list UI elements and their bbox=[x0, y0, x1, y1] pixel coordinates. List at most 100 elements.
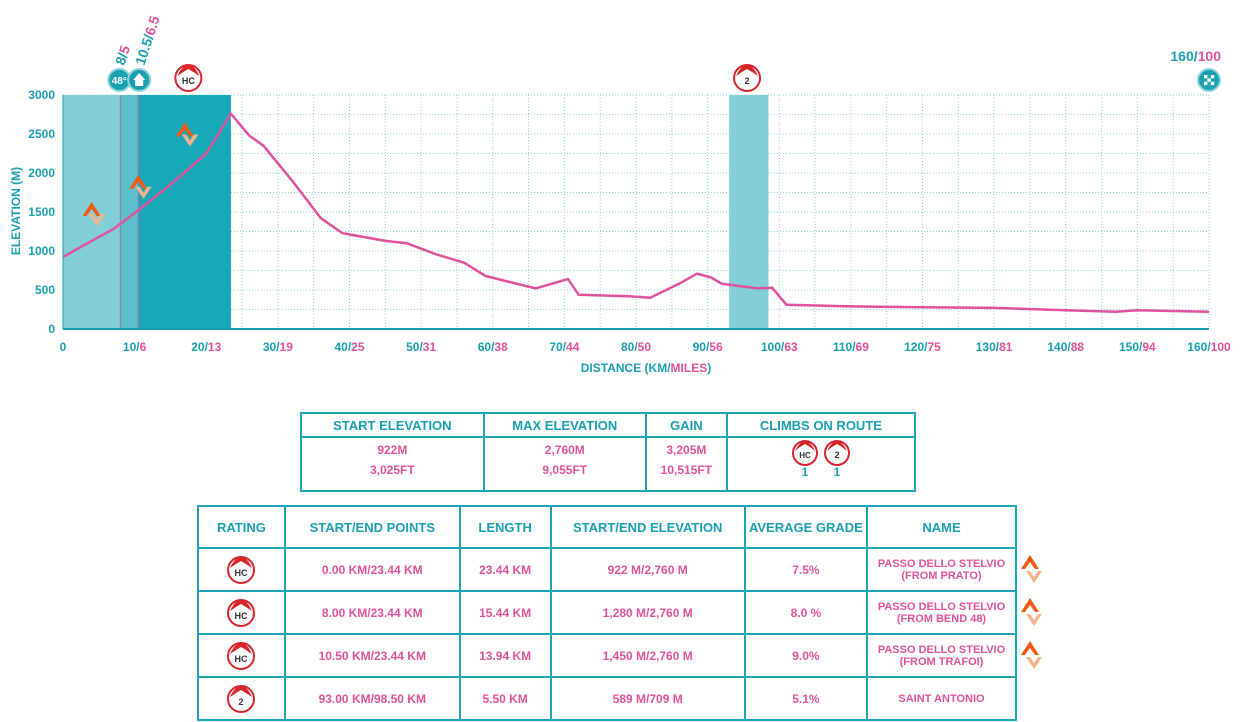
arrow-down bbox=[135, 186, 152, 199]
length-cell-value: 13.94 KM bbox=[479, 648, 532, 663]
x-tick-label: 110/69 bbox=[833, 340, 869, 354]
grade-cell-value: 7.5% bbox=[792, 562, 820, 577]
climb-name: PASSO DELLO STELVIO bbox=[877, 643, 1006, 656]
finish-km: 160 bbox=[1170, 48, 1194, 64]
x-axis-title-miles: MILES bbox=[671, 361, 708, 375]
climb-segment-band bbox=[729, 95, 769, 329]
x-tick-km: 120 bbox=[904, 340, 924, 354]
home-mi: 6.5 bbox=[141, 14, 162, 38]
elevation-cell-value: 1,280 M/2,760 M bbox=[602, 605, 693, 620]
arrow-up bbox=[129, 174, 148, 189]
x-tick-miles: 75 bbox=[928, 340, 942, 354]
col-length: LENGTH bbox=[458, 505, 552, 549]
x-tick-sep: / bbox=[1067, 340, 1071, 354]
gain-m: 3,205M bbox=[666, 443, 707, 457]
finish-flag-cell bbox=[1207, 78, 1211, 82]
length-cell-value: 5.50 KM bbox=[482, 691, 528, 706]
y-tick-label: 2500 bbox=[28, 127, 55, 141]
climbs-table-body: HC 0.00 KM/23.44 KM 23.44 KM 922 M/2,760 M 7… bbox=[197, 547, 1017, 721]
finish-flag-cell bbox=[1210, 81, 1215, 86]
x-tick-miles: 63 bbox=[784, 340, 798, 354]
home-sep: / bbox=[140, 32, 156, 41]
x-tick-label: 50/31 bbox=[406, 340, 436, 354]
y-tick-label: 1500 bbox=[28, 205, 55, 219]
x-tick-label: 90/56 bbox=[693, 340, 723, 354]
grade-arrow-icon bbox=[129, 174, 152, 199]
points-cell-value: 10.50 KM/23.44 KM bbox=[318, 648, 426, 663]
x-tick-miles: 81 bbox=[999, 340, 1013, 354]
x-tick-km: 50 bbox=[406, 340, 420, 354]
climbs-row: HC 8.00 KM/23.44 KM 15.44 KM 1,280 M/2,760 … bbox=[197, 590, 1017, 635]
x-axis-title-end: ) bbox=[707, 361, 711, 375]
points-cell: 0.00 KM/23.44 KM bbox=[283, 547, 461, 592]
chart-grid bbox=[63, 94, 1210, 329]
x-axis-title-prefix: DISTANCE (KM/ bbox=[581, 361, 671, 375]
cat2-climb-badge: 2 bbox=[733, 64, 762, 92]
elevation-cell-value: 922 M/2,760 M bbox=[607, 562, 688, 577]
points-cell-value: 0.00 KM/23.44 KM bbox=[321, 562, 423, 577]
x-tick-km: 140 bbox=[1047, 340, 1067, 354]
x-tick-miles: 44 bbox=[566, 340, 580, 354]
cat2-climb-badge-peak bbox=[736, 65, 759, 76]
climb-count-hc-value: 1 bbox=[801, 465, 809, 479]
grade-cell-value: 5.1% bbox=[792, 691, 820, 706]
rating-cell: HC bbox=[197, 590, 286, 635]
summary-max-cell: 2,760M 9,055FT bbox=[482, 436, 647, 492]
x-tick-label: 100/63 bbox=[761, 340, 798, 354]
x-tick-miles: 88 bbox=[1071, 340, 1085, 354]
x-tick-miles: 19 bbox=[280, 340, 294, 354]
x-tick-miles: 6 bbox=[140, 340, 147, 354]
x-tick-km: 60 bbox=[478, 340, 492, 354]
elevation-cell: 922 M/2,760 M bbox=[549, 547, 746, 592]
bend-sep: / bbox=[114, 51, 130, 60]
grade-cell: 8.0 % bbox=[743, 590, 869, 635]
rating-badge-icon: HC bbox=[227, 598, 256, 627]
start-elevation-ft: 3,025FT bbox=[369, 463, 415, 477]
svg-text:2: 2 bbox=[834, 450, 839, 460]
x-tick-km: 150 bbox=[1119, 340, 1139, 354]
x-tick-km: 160 bbox=[1187, 340, 1207, 354]
x-tick-label: 80/50 bbox=[621, 340, 651, 354]
svg-text:2: 2 bbox=[239, 697, 244, 707]
svg-text:HC: HC bbox=[799, 451, 811, 460]
x-tick-label: 120/75 bbox=[904, 340, 941, 354]
climb-name: PASSO DELLO STELVIO bbox=[877, 600, 1006, 613]
name-cell: PASSO DELLO STELVIO (FROM TRAFOI) bbox=[866, 633, 1017, 678]
grade-cell: 5.1% bbox=[743, 676, 869, 721]
hc-climb-badge-label: HC bbox=[182, 76, 195, 86]
finish-distance: 160/100 bbox=[1170, 48, 1221, 64]
x-tick-sep: / bbox=[348, 340, 352, 354]
finish-flag-cell bbox=[1204, 75, 1208, 79]
x-tick-sep: / bbox=[781, 340, 785, 354]
gain-ft: 10,515FT bbox=[660, 463, 713, 477]
home-distance: 10.5/6.5 bbox=[132, 14, 163, 67]
name-cell: SAINT ANTONIO bbox=[866, 676, 1017, 721]
points-cell: 10.50 KM/23.44 KM bbox=[283, 633, 461, 678]
x-tick-sep: / bbox=[634, 340, 638, 354]
finish-flag-cell bbox=[1204, 81, 1208, 86]
bend-48-distance: 8/5 bbox=[112, 43, 133, 67]
y-tick-label: 1000 bbox=[28, 244, 55, 258]
svg-text:HC: HC bbox=[235, 654, 248, 664]
climb-name-detail: (FROM PRATO) bbox=[901, 569, 982, 582]
summary-header-row: START ELEVATION MAX ELEVATION GAIN CLIMB… bbox=[300, 412, 917, 438]
grade-cell-value: 9.0% bbox=[792, 648, 820, 663]
climb-count-cat2-value: 1 bbox=[833, 465, 841, 479]
grade-arrows bbox=[82, 122, 199, 226]
name-cell: PASSO DELLO STELVIO (FROM PRATO) bbox=[866, 547, 1017, 592]
climb-arrow-icon bbox=[1021, 597, 1042, 626]
x-tick-miles: 69 bbox=[856, 340, 870, 354]
svg-text:HC: HC bbox=[235, 568, 248, 578]
finish-sep: / bbox=[1194, 48, 1198, 64]
climb-segment-band bbox=[138, 95, 231, 329]
x-tick-label: 160/100 bbox=[1187, 340, 1231, 354]
grade-arrow-icon bbox=[82, 202, 106, 226]
rating-badge-icon: HC bbox=[227, 641, 256, 670]
arrow-down bbox=[88, 214, 106, 226]
bend-48-label: 48° bbox=[112, 76, 127, 87]
climb-name: SAINT ANTONIO bbox=[898, 692, 985, 705]
x-tick-label: 30/19 bbox=[263, 340, 293, 354]
elevation-profile-line bbox=[62, 112, 1210, 314]
summary-climbs-cell: HC 1 2 1 bbox=[725, 436, 917, 492]
